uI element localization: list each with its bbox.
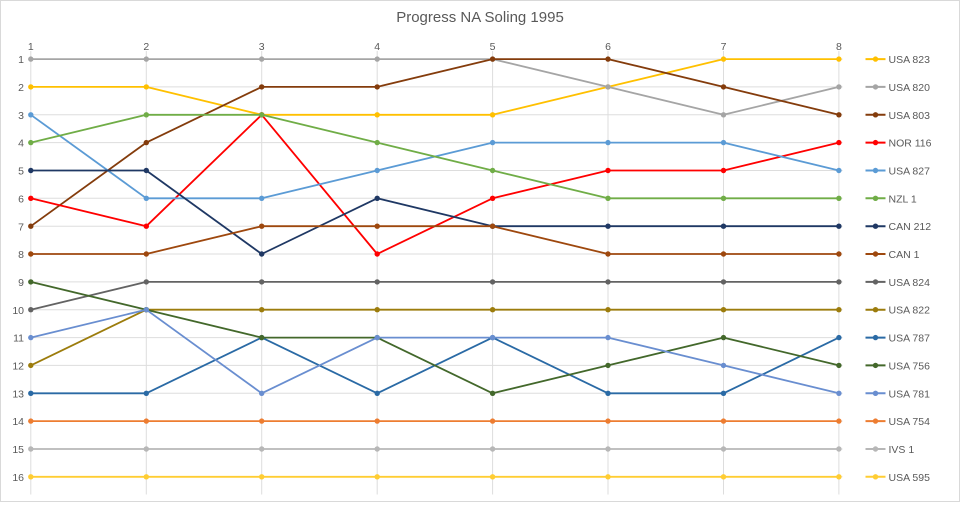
svg-text:2: 2 [18,82,24,94]
svg-text:USA 827: USA 827 [889,166,931,178]
svg-text:USA 823: USA 823 [889,54,931,66]
svg-text:7: 7 [721,41,727,53]
svg-text:9: 9 [18,277,24,289]
svg-text:14: 14 [12,416,24,428]
svg-text:11: 11 [13,333,24,345]
svg-text:6: 6 [18,193,24,205]
svg-text:13: 13 [12,388,24,400]
svg-text:USA 781: USA 781 [889,388,931,400]
svg-text:USA 754: USA 754 [889,416,931,428]
svg-text:USA 595: USA 595 [889,472,931,484]
svg-text:10: 10 [12,305,24,317]
svg-text:12: 12 [12,361,24,373]
svg-text:NZL 1: NZL 1 [889,193,917,205]
svg-text:1: 1 [28,41,34,53]
svg-text:NOR 116: NOR 116 [889,138,932,150]
svg-text:USA 820: USA 820 [889,82,931,94]
svg-text:3: 3 [18,110,24,122]
svg-text:USA 824: USA 824 [889,277,931,289]
svg-text:5: 5 [18,166,24,178]
svg-text:USA 787: USA 787 [889,333,931,345]
svg-text:USA 822: USA 822 [889,305,931,317]
svg-text:7: 7 [18,221,24,233]
svg-text:5: 5 [490,41,496,53]
svg-text:USA 756: USA 756 [889,360,931,372]
svg-text:8: 8 [836,41,842,53]
svg-text:15: 15 [12,444,24,456]
svg-text:6: 6 [605,41,611,53]
svg-text:Progress NA Soling 1995: Progress NA Soling 1995 [396,9,564,26]
svg-text:USA 803: USA 803 [889,110,931,122]
svg-text:16: 16 [12,472,24,484]
svg-text:2: 2 [143,41,149,53]
svg-text:IVS 1: IVS 1 [889,444,915,456]
svg-text:CAN 212: CAN 212 [889,221,932,233]
svg-text:4: 4 [374,41,380,53]
svg-text:4: 4 [18,138,24,150]
svg-text:1: 1 [18,54,24,66]
svg-text:3: 3 [259,41,265,53]
svg-text:CAN 1: CAN 1 [889,249,920,261]
svg-text:8: 8 [18,249,24,261]
